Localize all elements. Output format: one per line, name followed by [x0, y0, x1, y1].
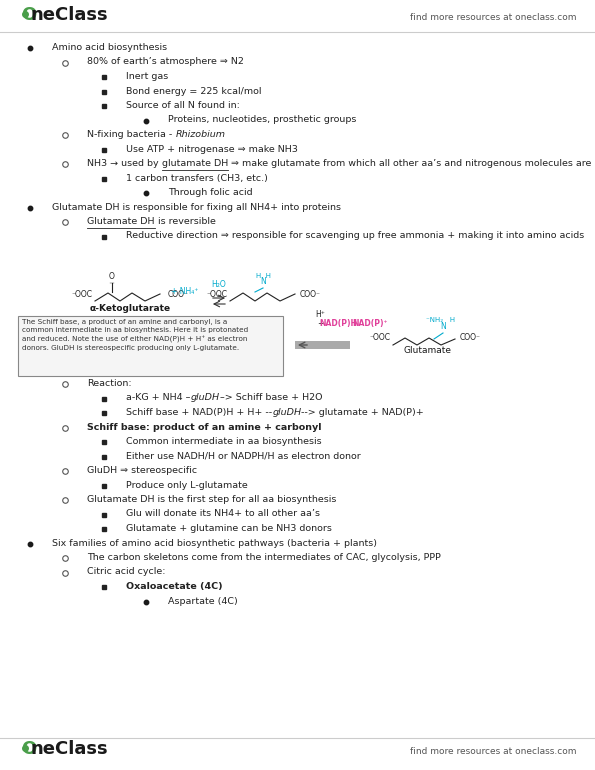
FancyBboxPatch shape	[18, 316, 283, 376]
Text: The carbon skeletons come from the intermediates of CAC, glycolysis, PPP: The carbon skeletons come from the inter…	[87, 553, 441, 562]
Text: +: +	[317, 319, 323, 328]
Text: Glu will donate its NH4+ to all other aa’s: Glu will donate its NH4+ to all other aa…	[126, 510, 320, 518]
Text: Bond energy = 225 kcal/mol: Bond energy = 225 kcal/mol	[126, 86, 262, 95]
Text: Produce only L-glutamate: Produce only L-glutamate	[126, 480, 248, 490]
Text: NAD(P)⁺: NAD(P)⁺	[352, 319, 388, 328]
Text: find more resources at oneclass.com: find more resources at oneclass.com	[411, 747, 577, 756]
Text: α-Ketoglutarate: α-Ketoglutarate	[89, 304, 171, 313]
Text: COO⁻: COO⁻	[300, 290, 321, 299]
Text: Either use NADH/H or NADPH/H as electron donor: Either use NADH/H or NADPH/H as electron…	[126, 451, 361, 460]
Text: Six families of amino acid biosynthetic pathways (bacteria + plants): Six families of amino acid biosynthetic …	[52, 538, 377, 547]
Text: Reductive direction ⇒ responsible for scavenging up free ammonia + making it int: Reductive direction ⇒ responsible for sc…	[126, 232, 584, 240]
Text: Rhizobium: Rhizobium	[176, 130, 226, 139]
Text: N-fixing bacteria -: N-fixing bacteria -	[87, 130, 176, 139]
Text: Proteins, nucleotides, prosthetic groups: Proteins, nucleotides, prosthetic groups	[168, 116, 356, 125]
Text: neClass: neClass	[31, 740, 109, 758]
Text: The Schiff base, a product of an amine and carbonyl, is a
common intermediate in: The Schiff base, a product of an amine a…	[22, 319, 248, 350]
Text: ⁻OOC: ⁻OOC	[369, 333, 390, 342]
Text: 80% of earth’s atmosphere ⇒ N2: 80% of earth’s atmosphere ⇒ N2	[87, 58, 245, 66]
Text: COO⁻: COO⁻	[460, 333, 481, 342]
Text: 1 carbon transfers (CH3, etc.): 1 carbon transfers (CH3, etc.)	[126, 173, 268, 182]
Text: Aspartate (4C): Aspartate (4C)	[168, 597, 237, 605]
Text: NAD(P)H: NAD(P)H	[319, 319, 357, 328]
Text: Through folic acid: Through folic acid	[168, 188, 252, 197]
Text: + NH₄⁺: + NH₄⁺	[171, 287, 199, 296]
Text: Oxaloacetate (4C): Oxaloacetate (4C)	[126, 582, 223, 591]
Text: Glutamate: Glutamate	[403, 346, 451, 355]
Text: N: N	[440, 322, 446, 331]
Text: Inert gas: Inert gas	[126, 72, 168, 81]
Text: NH3 → used by: NH3 → used by	[87, 159, 162, 168]
Text: Glutamate DH: Glutamate DH	[87, 217, 155, 226]
Text: Glutamate DH is responsible for fixing all NH4+ into proteins: Glutamate DH is responsible for fixing a…	[52, 203, 341, 212]
Text: –> Schiff base + H2O: –> Schiff base + H2O	[220, 393, 322, 403]
Bar	[295, 341, 350, 349]
Text: GluDH ⇒ stereospecific: GluDH ⇒ stereospecific	[87, 466, 198, 475]
Text: ⁻OOC: ⁻OOC	[71, 290, 92, 299]
Text: glutamate DH: glutamate DH	[162, 159, 228, 168]
Text: neClass: neClass	[31, 6, 109, 24]
Text: gluDH: gluDH	[273, 408, 302, 417]
Text: --> glutamate + NAD(P)+: --> glutamate + NAD(P)+	[302, 408, 424, 417]
Text: ⁻OOC: ⁻OOC	[206, 290, 227, 299]
Text: O: O	[21, 740, 36, 758]
Text: find more resources at oneclass.com: find more resources at oneclass.com	[411, 13, 577, 22]
Text: N: N	[260, 277, 266, 286]
Text: Reaction:: Reaction:	[87, 379, 132, 388]
Text: O: O	[21, 6, 36, 24]
Text: Use ATP + nitrogenase ⇒ make NH3: Use ATP + nitrogenase ⇒ make NH3	[126, 145, 298, 153]
Text: O: O	[109, 272, 115, 281]
Text: Source of all N found in:: Source of all N found in:	[126, 101, 240, 110]
Text: ⁻NH₂   H: ⁻NH₂ H	[427, 317, 456, 323]
Text: ⇒ make glutamate from which all other aa’s and nitrogenous molecules are made: ⇒ make glutamate from which all other aa…	[228, 159, 595, 168]
Text: Schiff base + NAD(P)H + H+ --: Schiff base + NAD(P)H + H+ --	[126, 408, 273, 417]
Text: gluDH: gluDH	[190, 393, 220, 403]
Text: Schiff base: product of an amine + carbonyl: Schiff base: product of an amine + carbo…	[87, 423, 322, 431]
Text: H  H: H H	[255, 273, 271, 279]
Text: COO⁻: COO⁻	[168, 290, 189, 299]
Text: Citric acid cycle:: Citric acid cycle:	[87, 567, 166, 577]
Text: Glutamate DH is the first step for all aa biosynthesis: Glutamate DH is the first step for all a…	[87, 495, 337, 504]
Text: H⁺: H⁺	[315, 310, 325, 319]
Text: Common intermediate in aa biosynthesis: Common intermediate in aa biosynthesis	[126, 437, 322, 446]
Text: is reversible: is reversible	[155, 217, 216, 226]
Text: Glutamate + glutamine can be NH3 donors: Glutamate + glutamine can be NH3 donors	[126, 524, 332, 533]
Text: a-KG + NH4 –: a-KG + NH4 –	[126, 393, 190, 403]
Text: H₂O: H₂O	[212, 280, 226, 289]
Text: Amino acid biosynthesis: Amino acid biosynthesis	[52, 43, 167, 52]
